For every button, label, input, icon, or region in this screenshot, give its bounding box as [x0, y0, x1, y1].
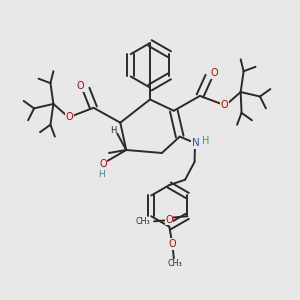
Text: O: O — [210, 68, 218, 78]
Text: O: O — [77, 81, 85, 91]
Text: H: H — [98, 170, 105, 179]
Text: CH₃: CH₃ — [167, 259, 182, 268]
Text: N: N — [192, 139, 199, 148]
Text: O: O — [165, 215, 173, 225]
Text: O: O — [220, 100, 228, 110]
Text: O: O — [66, 112, 74, 122]
Text: O: O — [169, 239, 176, 249]
Text: H: H — [202, 136, 209, 146]
Text: H: H — [110, 127, 116, 136]
Text: CH₃: CH₃ — [136, 218, 151, 226]
Text: O: O — [99, 159, 107, 169]
